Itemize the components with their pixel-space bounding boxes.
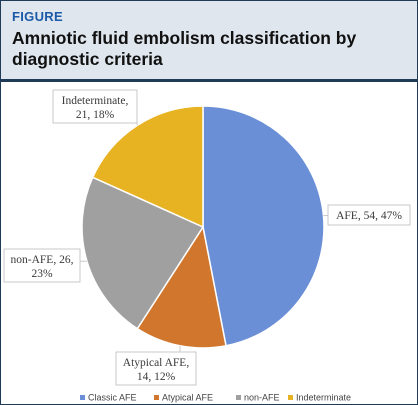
pie-slice-2 [81, 176, 205, 330]
figure-label: FIGURE [12, 9, 63, 24]
pie-slice-1 [136, 225, 227, 349]
pie-slice-0 [202, 105, 325, 347]
legend-entry-2: non-AFE [236, 393, 280, 403]
legend-entry-1: Atypical AFE [154, 393, 213, 403]
legend-label-2: non-AFE [244, 393, 280, 403]
callout-box-2 [3, 248, 81, 283]
data-label-3-0: Indeterminate, [62, 95, 129, 107]
data-label-2-0: non-AFE, 26, [11, 254, 74, 266]
legend-label-3: Indeterminate [296, 393, 351, 403]
legend-label-1: Atypical AFE [162, 393, 213, 403]
data-label-0-0: AFE, 54, 47% [336, 210, 402, 222]
callout-box-1 [115, 351, 197, 386]
callout-box-0 [327, 204, 411, 226]
legend-label-0: Classic AFE [88, 393, 137, 403]
legend-swatch-3 [288, 395, 293, 400]
data-label-1-1: 14, 12% [137, 371, 176, 383]
legend-swatch-1 [154, 395, 159, 400]
figure-title: Amniotic fluid embolism classification b… [12, 28, 357, 69]
data-label-3-1: 21, 18% [76, 109, 115, 121]
legend-entry-0: Classic AFE [80, 393, 137, 403]
legend-entry-3: Indeterminate [288, 393, 351, 403]
legend-swatch-0 [80, 395, 85, 400]
callout-box-3 [52, 89, 138, 124]
legend-swatch-2 [236, 395, 241, 400]
data-label-1-0: Atypical AFE, [123, 357, 190, 369]
data-label-2-1: 23% [31, 268, 53, 280]
figure-header: FIGURE Amniotic fluid embolism classific… [1, 1, 417, 82]
